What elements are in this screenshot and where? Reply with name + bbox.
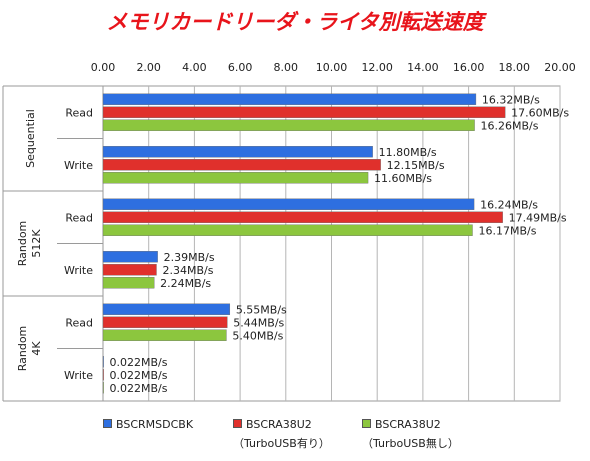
data-label: 5.55MB/s bbox=[236, 303, 287, 316]
x-tick-label: 2.00 bbox=[136, 61, 161, 74]
legend-swatch bbox=[362, 419, 371, 428]
x-tick-label: 10.00 bbox=[316, 61, 348, 74]
bar bbox=[102, 369, 104, 381]
data-label: 12.15MB/s bbox=[387, 159, 445, 172]
data-label: 2.39MB/s bbox=[164, 251, 215, 264]
bar bbox=[102, 159, 381, 171]
row-label: Read bbox=[65, 106, 93, 119]
x-tick-label: 18.00 bbox=[499, 61, 531, 74]
legend-label: BSCRMSDCBK bbox=[116, 418, 194, 431]
row-label: Read bbox=[65, 211, 93, 224]
bar bbox=[102, 119, 475, 131]
data-label: 17.60MB/s bbox=[511, 106, 569, 119]
legend-label: BSCRA38U2 bbox=[375, 418, 441, 431]
x-tick-label: 6.00 bbox=[228, 61, 253, 74]
data-label: 0.022MB/s bbox=[110, 382, 168, 395]
bar bbox=[102, 172, 369, 184]
legend-sublabel: （TurboUSB無し） bbox=[362, 437, 459, 450]
legend-item: BSCRA38U2 （TurboUSB有り） bbox=[233, 418, 330, 451]
data-label: 11.60MB/s bbox=[374, 172, 432, 185]
data-label: 2.34MB/s bbox=[162, 264, 213, 277]
bar bbox=[102, 198, 475, 210]
bar bbox=[102, 146, 373, 158]
row-label: Read bbox=[65, 316, 93, 329]
legend-swatch bbox=[233, 419, 242, 428]
data-label: 11.80MB/s bbox=[379, 146, 437, 159]
data-label: 5.40MB/s bbox=[232, 329, 283, 342]
row-label: Write bbox=[64, 369, 93, 382]
x-tick-label: 14.00 bbox=[407, 61, 439, 74]
group-label: Random4K bbox=[16, 326, 43, 372]
data-label: 5.44MB/s bbox=[233, 316, 284, 329]
legend-label: BSCRA38U2 bbox=[246, 418, 312, 431]
bar bbox=[102, 382, 104, 394]
data-label: 16.26MB/s bbox=[481, 119, 539, 132]
data-label: 16.32MB/s bbox=[482, 93, 540, 106]
bar bbox=[102, 277, 155, 289]
data-label: 17.49MB/s bbox=[509, 211, 567, 224]
bar bbox=[102, 224, 473, 236]
bar bbox=[102, 211, 503, 223]
x-tick-label: 20.00 bbox=[544, 61, 576, 74]
x-tick-label: 4.00 bbox=[182, 61, 207, 74]
bar bbox=[102, 93, 477, 105]
bar bbox=[102, 251, 158, 263]
legend-item: BSCRA38U2 （TurboUSB無し） bbox=[362, 418, 459, 451]
legend-swatch bbox=[103, 419, 112, 428]
chart-title: メモリカードリーダ・ライタ別転送速度 bbox=[106, 10, 484, 34]
data-label: 16.24MB/s bbox=[480, 198, 538, 211]
bar bbox=[102, 303, 231, 315]
bar bbox=[102, 356, 104, 368]
bar bbox=[102, 329, 227, 341]
x-tick-label: 0.00 bbox=[91, 61, 116, 74]
data-label: 0.022MB/s bbox=[110, 356, 168, 369]
data-label: 0.022MB/s bbox=[110, 369, 168, 382]
legend-item: BSCRMSDCBK bbox=[103, 418, 193, 431]
row-label: Write bbox=[64, 159, 93, 172]
x-tick-label: 8.00 bbox=[274, 61, 299, 74]
data-label: 2.24MB/s bbox=[160, 277, 211, 290]
x-tick-label: 16.00 bbox=[453, 61, 485, 74]
group-label: Random512K bbox=[16, 221, 43, 267]
row-label: Write bbox=[64, 264, 93, 277]
data-label: 16.17MB/s bbox=[478, 224, 536, 237]
bar bbox=[102, 316, 228, 328]
x-tick-label: 12.00 bbox=[361, 61, 393, 74]
legend-sublabel: （TurboUSB有り） bbox=[233, 437, 330, 450]
bar bbox=[102, 106, 506, 118]
bar bbox=[102, 264, 157, 276]
group-label: Sequential bbox=[24, 109, 37, 168]
